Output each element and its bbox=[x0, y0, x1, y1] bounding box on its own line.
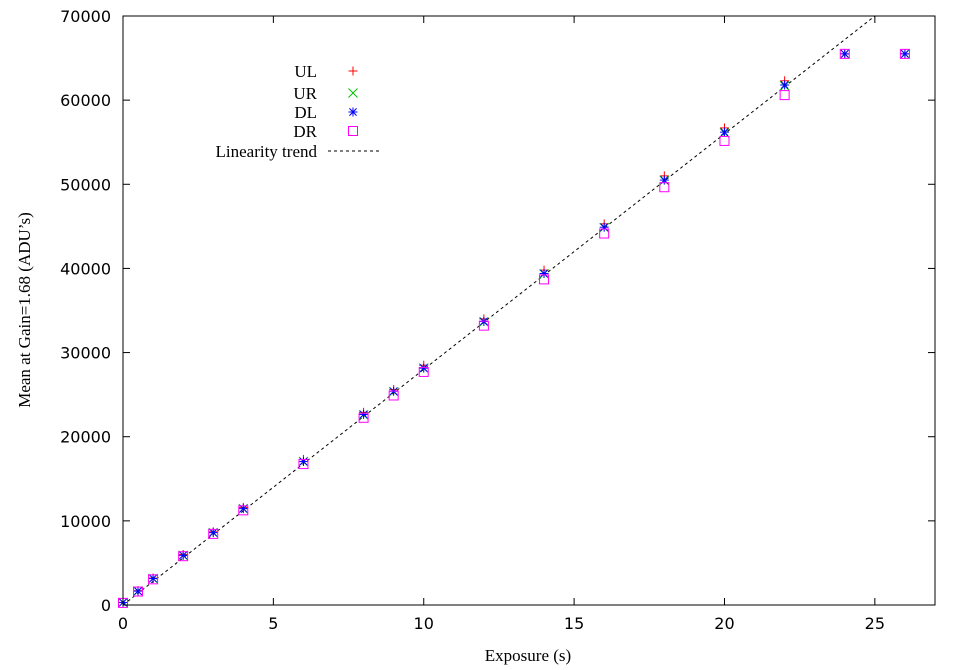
data-point-dl bbox=[359, 409, 369, 419]
y-tick-label: 50000 bbox=[60, 175, 111, 194]
y-tick-label: 10000 bbox=[60, 512, 111, 531]
marker-stroke bbox=[899, 48, 910, 59]
marker-stroke bbox=[719, 135, 730, 146]
marker-stroke bbox=[419, 364, 428, 373]
marker-stroke bbox=[388, 390, 399, 401]
marker-stroke bbox=[148, 574, 159, 585]
x-tick-label: 5 bbox=[268, 614, 278, 633]
marker-stroke bbox=[348, 126, 358, 136]
data-point-dr bbox=[148, 574, 159, 585]
data-point-dr bbox=[238, 505, 249, 516]
marker-stroke bbox=[359, 410, 368, 419]
data-point-dr bbox=[659, 182, 670, 193]
y-tick-label: 60000 bbox=[60, 91, 111, 110]
marker-stroke bbox=[840, 49, 849, 58]
marker-stroke bbox=[134, 587, 142, 596]
data-point-dl bbox=[780, 80, 790, 90]
x-axis-title: Exposure (s) bbox=[485, 646, 571, 665]
data-point-dr bbox=[779, 90, 790, 101]
data-point-dl bbox=[208, 528, 218, 538]
y-tick-label: 20000 bbox=[60, 428, 111, 447]
data-point-dr bbox=[839, 48, 850, 59]
data-point-dr bbox=[358, 412, 369, 423]
x-tick-label: 10 bbox=[414, 614, 434, 633]
legend-marker-ul bbox=[348, 66, 358, 76]
axes: 0 5 10 15 20 25 0 10000 20000 30000 40000 50000 6000… bbox=[60, 7, 936, 633]
marker-stroke bbox=[179, 551, 188, 560]
marker-stroke bbox=[720, 128, 729, 137]
data-point-dl bbox=[599, 222, 609, 232]
data-point-dl bbox=[900, 49, 910, 59]
y-tick-label: 30000 bbox=[60, 344, 111, 363]
marker-stroke bbox=[600, 223, 609, 232]
marker-stroke bbox=[900, 49, 909, 58]
data-point-dl bbox=[178, 550, 188, 560]
series-dr bbox=[118, 48, 910, 608]
series-dl bbox=[118, 49, 910, 607]
y-tick-label: 40000 bbox=[60, 259, 111, 278]
legend-marker-dl bbox=[348, 107, 358, 117]
legend-marker-dr bbox=[348, 126, 358, 136]
data-point-dr bbox=[719, 135, 730, 146]
data-point-dl bbox=[298, 457, 308, 467]
data-point-dr bbox=[133, 586, 144, 597]
legend-label-ur: UR bbox=[293, 84, 317, 103]
plot-frame bbox=[122, 15, 936, 606]
legend-label-dr: DR bbox=[293, 122, 317, 141]
x-tick-label: 15 bbox=[564, 614, 584, 633]
marker-stroke bbox=[780, 81, 789, 89]
marker-stroke bbox=[659, 182, 670, 193]
marker-stroke bbox=[349, 108, 357, 116]
marker-stroke bbox=[149, 574, 158, 583]
marker-stroke bbox=[348, 88, 358, 98]
data-point-dl bbox=[840, 49, 850, 59]
data-point-dl bbox=[148, 573, 158, 583]
data-point-dl bbox=[539, 268, 549, 278]
marker-stroke bbox=[478, 320, 489, 331]
legend-marker-ur bbox=[348, 88, 358, 98]
marker-stroke bbox=[238, 505, 249, 516]
data-point-dr bbox=[208, 528, 219, 539]
y-tick-label: 0 bbox=[101, 596, 111, 615]
legend-label-ul: UL bbox=[294, 62, 317, 81]
x-tick-label: 20 bbox=[714, 614, 734, 633]
data-point-dr bbox=[298, 459, 309, 470]
data-point-dr bbox=[599, 228, 610, 239]
series-ul bbox=[118, 49, 910, 607]
marker-stroke bbox=[540, 269, 548, 278]
marker-stroke bbox=[779, 90, 790, 101]
data-point-dr bbox=[178, 551, 189, 562]
marker-stroke bbox=[208, 528, 219, 539]
marker-stroke bbox=[178, 551, 189, 562]
marker-stroke bbox=[298, 459, 309, 470]
y-axis-title: Mean at Gain=1.68 (ADU’s) bbox=[15, 212, 34, 408]
x-tick-label: 0 bbox=[118, 614, 128, 633]
marker-stroke bbox=[599, 228, 610, 239]
data-point-dr bbox=[478, 320, 489, 331]
plot-area bbox=[118, 16, 910, 608]
data-point-dr bbox=[418, 366, 429, 377]
trend-line bbox=[123, 16, 876, 605]
series-ur bbox=[118, 49, 910, 608]
marker-stroke bbox=[839, 48, 850, 59]
data-point-dl bbox=[133, 586, 143, 596]
y-tick-label: 70000 bbox=[60, 7, 111, 26]
marker-stroke bbox=[418, 366, 429, 377]
legend-label-dl: DL bbox=[294, 103, 317, 122]
data-point-dr bbox=[388, 390, 399, 401]
x-tick-label: 25 bbox=[865, 614, 885, 633]
data-point-dr bbox=[899, 48, 910, 59]
marker-stroke bbox=[539, 274, 550, 285]
marker-stroke bbox=[133, 586, 144, 597]
data-point-dl bbox=[419, 363, 429, 373]
marker-stroke bbox=[358, 412, 369, 423]
legend-label-trend: Linearity trend bbox=[216, 142, 318, 161]
data-point-dr bbox=[539, 274, 550, 285]
data-point-dl bbox=[719, 127, 729, 137]
marker-stroke bbox=[209, 528, 218, 537]
